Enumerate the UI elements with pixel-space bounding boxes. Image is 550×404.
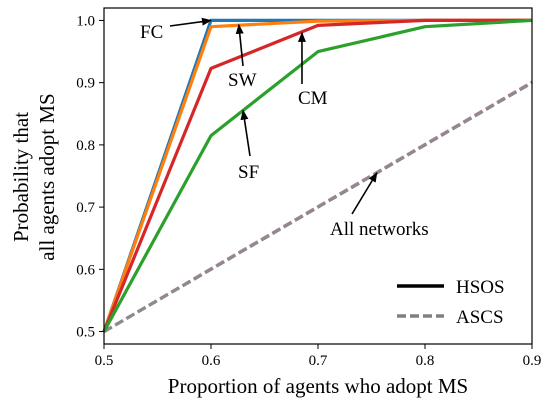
y-tick-label-2: 0.7 <box>76 200 95 216</box>
y-tick-label-4: 0.9 <box>76 76 95 92</box>
y-tick-label-3: 0.8 <box>76 138 95 154</box>
annotation-layer: FC SW CM SF All networks <box>140 17 429 240</box>
series-layer <box>102 18 533 333</box>
y-tick-label-5: 1.0 <box>76 13 95 29</box>
legend-ascs-label: ASCS <box>456 307 504 328</box>
y-tick-label-0: 0.5 <box>76 325 95 341</box>
series-line-all-networks-ascs-7 <box>103 81 533 333</box>
x-tick-label-4: 0.9 <box>523 353 542 369</box>
ticks-layer: 0.5 0.6 0.7 0.8 0.9 0.5 0.6 0.7 0.8 0.9 1.0 <box>76 13 541 369</box>
legend: HSOS ASCS <box>387 267 529 341</box>
annotation-arrow-0 <box>169 17 212 27</box>
annotation-label-2: CM <box>298 88 328 109</box>
x-tick-label-1: 0.6 <box>202 353 221 369</box>
y-axis-label-line-2: all agents adopt MS <box>35 93 59 260</box>
annotation-arrow-3 <box>240 109 251 157</box>
series-line-sf-hsos-3 <box>102 18 533 333</box>
y-tick-label-1: 0.6 <box>76 262 95 278</box>
x-axis-label: Proportion of agents who adopt MS <box>168 374 468 398</box>
legend-hsos-label: HSOS <box>456 277 505 298</box>
annotation-arrow-1 <box>235 23 244 67</box>
series-line-cm-hsos-2 <box>102 18 532 333</box>
annotation-label-4: All networks <box>330 219 429 240</box>
annotation-label-1: SW <box>228 70 257 91</box>
y-axis-label-line-1: Probability that <box>9 112 33 242</box>
x-tick-label-2: 0.7 <box>309 353 328 369</box>
x-tick-label-3: 0.8 <box>416 353 435 369</box>
annotation-arrow-4 <box>351 172 378 215</box>
annotation-label-3: SF <box>238 162 259 183</box>
annotation-label-0: FC <box>140 22 163 43</box>
x-tick-label-0: 0.5 <box>95 353 114 369</box>
